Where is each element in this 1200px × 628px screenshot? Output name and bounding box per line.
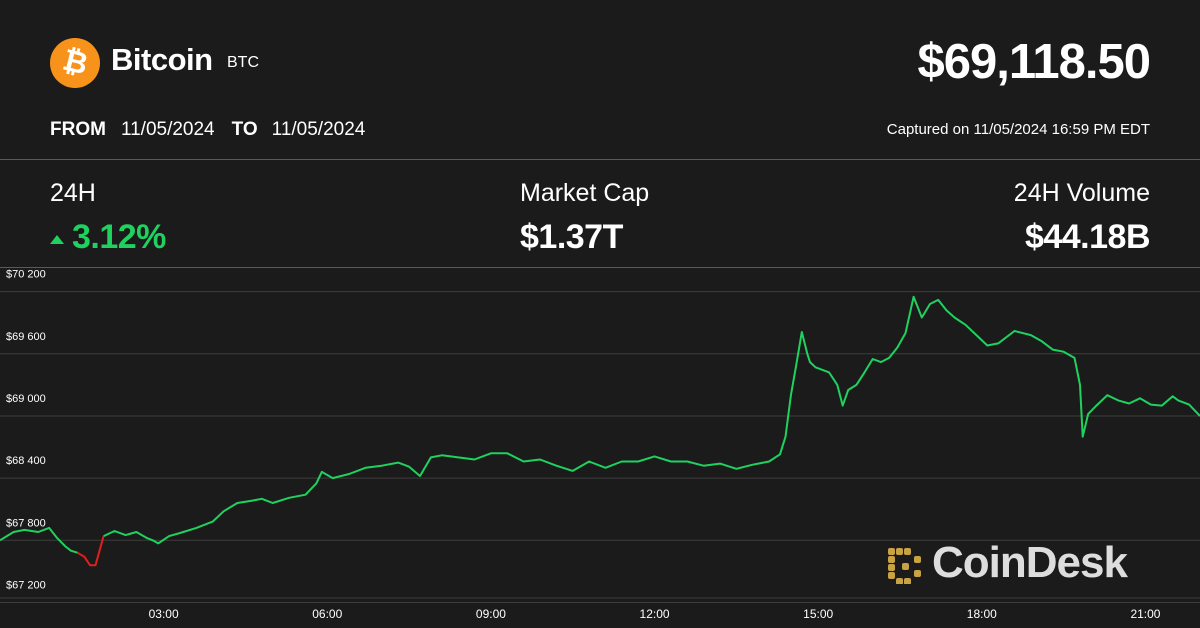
- y-tick-label: $69 000: [6, 393, 46, 405]
- price-line-segment: [76, 535, 105, 567]
- coindesk-logo-dot: [888, 548, 895, 555]
- change-value: 3.12%: [72, 218, 166, 256]
- market-cap-label: Market Cap: [520, 179, 650, 207]
- coindesk-logo-dot: [914, 570, 921, 577]
- coindesk-logo-icon: [888, 548, 921, 584]
- coin-ticker: BTC: [227, 54, 259, 71]
- coindesk-logo-dot: [914, 556, 921, 563]
- coindesk-logo-dot: [904, 578, 911, 584]
- y-tick-label: $70 200: [6, 269, 46, 281]
- price-line-segment: [0, 526, 78, 554]
- bitcoin-logo-icon: ₿: [50, 38, 100, 88]
- current-price: $69,118.50: [917, 35, 1151, 89]
- x-tick-label: 09:00: [476, 607, 506, 621]
- to-date: 11/05/2024: [271, 119, 366, 140]
- coindesk-logo-dot: [904, 548, 911, 555]
- x-tick-label: 12:00: [640, 607, 670, 621]
- captured-timestamp: Captured on 11/05/2024 16:59 PM EDT: [886, 121, 1150, 138]
- y-tick-label: $67 800: [6, 517, 46, 529]
- coindesk-logo-dot: [896, 578, 903, 584]
- bitcoin-logo-glyph: ₿: [59, 43, 91, 82]
- x-tick-label: 03:00: [149, 607, 179, 621]
- y-tick-label: $69 600: [6, 331, 46, 343]
- coindesk-logo-dot: [888, 572, 895, 579]
- from-date: 11/05/2024: [120, 119, 215, 140]
- from-label: FROM: [50, 119, 106, 140]
- divider-bottom: [0, 267, 1200, 268]
- divider-top: [0, 159, 1200, 160]
- price-chart: $67 200 $67 800 $68 400 $69 000 $69 600 $70 2…: [0, 269, 1200, 621]
- market-cap-value: $1.37T: [520, 218, 623, 256]
- coindesk-logo-dot: [902, 563, 909, 570]
- coin-name: Bitcoin: [111, 42, 213, 77]
- coindesk-logo-dot: [888, 556, 895, 563]
- y-tick-label: $68 400: [6, 455, 46, 467]
- coindesk-logo-dot: [896, 548, 903, 555]
- coindesk-watermark: CoinDesk: [882, 538, 1128, 588]
- up-arrow-icon: [50, 234, 64, 244]
- coindesk-logo-dot: [888, 564, 895, 571]
- date-range: FROM 11/05/2024 TO 11/05/2024: [50, 119, 365, 141]
- change-value-row: 3.12%: [50, 218, 166, 257]
- x-tick-label: 18:00: [967, 607, 997, 621]
- price-line-segment: [103, 295, 1200, 545]
- watermark-text: CoinDesk: [932, 538, 1128, 587]
- change-label: 24H: [50, 179, 96, 207]
- y-tick-label: $67 200: [6, 579, 46, 591]
- x-tick-label: 15:00: [803, 607, 833, 621]
- x-tick-label: 21:00: [1130, 607, 1160, 621]
- to-label: TO: [231, 119, 258, 140]
- volume-label: 24H Volume: [1013, 179, 1150, 207]
- volume-value: $44.18B: [1024, 218, 1151, 256]
- x-tick-label: 06:00: [312, 607, 342, 621]
